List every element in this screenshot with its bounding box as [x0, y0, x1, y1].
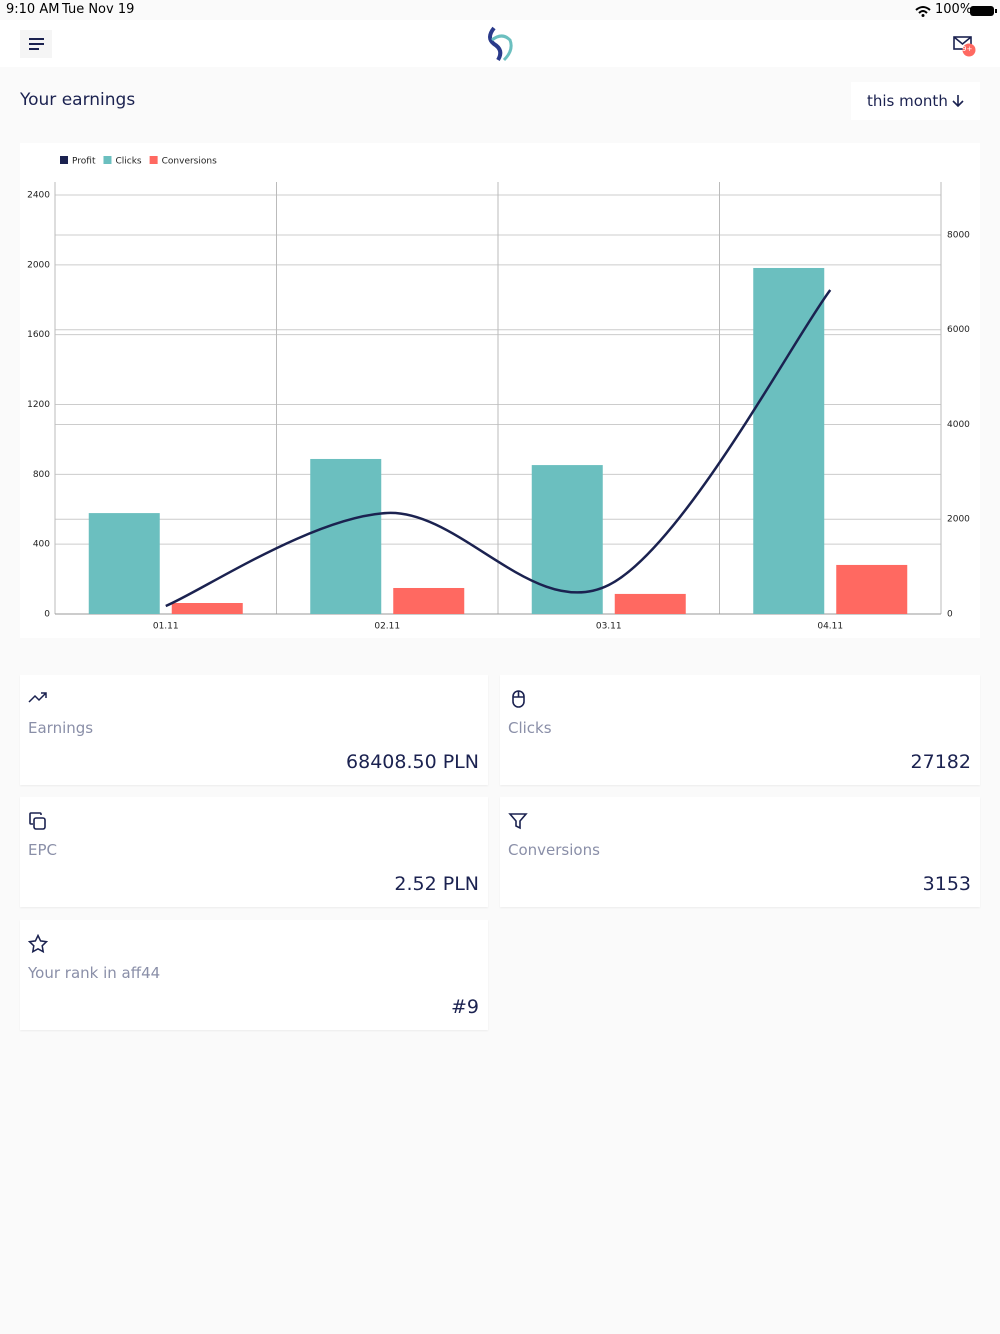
bar — [614, 593, 686, 614]
stat-card: Your rank in aff44 #9 — [20, 920, 488, 1030]
x-tick-label: 02.11 — [374, 622, 400, 632]
copy-icon — [29, 812, 46, 830]
stat-value: 2.52 PLN — [394, 873, 479, 895]
stat-card: Conversions 3153 — [500, 797, 980, 907]
stat-label: Your rank in aff44 — [28, 964, 161, 982]
stat-value: #9 — [450, 996, 479, 1018]
y-tick-label: 2000 — [27, 260, 50, 270]
stat-card: Earnings 68408.50 PLN — [20, 675, 488, 785]
bar — [836, 564, 908, 614]
x-tick-label: 01.11 — [153, 622, 179, 632]
trend-icon — [28, 692, 47, 703]
line — [165, 289, 832, 608]
legend-swatch — [60, 156, 68, 164]
status-icons — [915, 6, 997, 17]
stat-label: EPC — [28, 841, 57, 859]
legend-swatch — [149, 156, 158, 164]
bar — [88, 513, 160, 614]
y2-tick-label: 8000 — [947, 230, 970, 240]
bar — [310, 458, 382, 614]
x-tick-label: 03.11 — [596, 622, 622, 632]
stat-value: 3153 — [922, 873, 971, 895]
menu-button[interactable] — [20, 30, 52, 58]
bar — [531, 465, 603, 614]
section-title: Your earnings — [20, 90, 136, 110]
stat-card: EPC 2.52 PLN — [20, 797, 488, 907]
mouse-icon — [512, 690, 525, 708]
stat-label: Earnings — [28, 719, 94, 737]
star-icon — [28, 934, 48, 954]
legend-label: Clicks — [115, 157, 141, 167]
stat-label: Clicks — [508, 719, 552, 737]
status-time: 9:10 AM — [6, 2, 60, 17]
period-label: this month — [867, 92, 948, 110]
legend-label: Conversions — [162, 157, 217, 167]
filter-icon — [508, 813, 528, 830]
stat-card: Clicks 27182 — [500, 675, 980, 785]
stat-value: 27182 — [910, 751, 971, 773]
stat-value: 68408.50 PLN — [346, 751, 479, 773]
bar — [171, 603, 243, 614]
x-tick-label: 04.11 — [817, 622, 843, 632]
bar — [393, 587, 465, 614]
bar — [753, 267, 825, 614]
y2-tick-label: 2000 — [947, 515, 970, 525]
status-date: Tue Nov 19 — [62, 2, 135, 17]
y-tick-label: 1600 — [27, 330, 50, 340]
y-tick-label: 0 — [44, 610, 50, 620]
y2-tick-label: 4000 — [947, 420, 970, 430]
battery-text: 100% — [935, 2, 973, 17]
y2-tick-label: 6000 — [947, 325, 970, 335]
inbox-badge: 9+ — [962, 45, 973, 53]
stat-label: Conversions — [508, 841, 600, 859]
y-tick-label: 800 — [33, 470, 50, 480]
y-tick-label: 2400 — [27, 191, 50, 201]
legend-label: Profit — [72, 157, 96, 167]
arrow-icon — [952, 95, 964, 108]
logo[interactable] — [484, 26, 516, 64]
inbox-button[interactable] — [952, 34, 978, 58]
y-tick-label: 400 — [33, 540, 50, 550]
legend-swatch — [103, 156, 112, 164]
y-tick-label: 1200 — [27, 400, 50, 410]
period-select[interactable]: this month — [851, 82, 980, 120]
y2-tick-label: 0 — [947, 610, 953, 620]
chart: 0 400 800 1200 1600 2000 2400 0 2000 4000 6000 8000… — [20, 143, 980, 638]
